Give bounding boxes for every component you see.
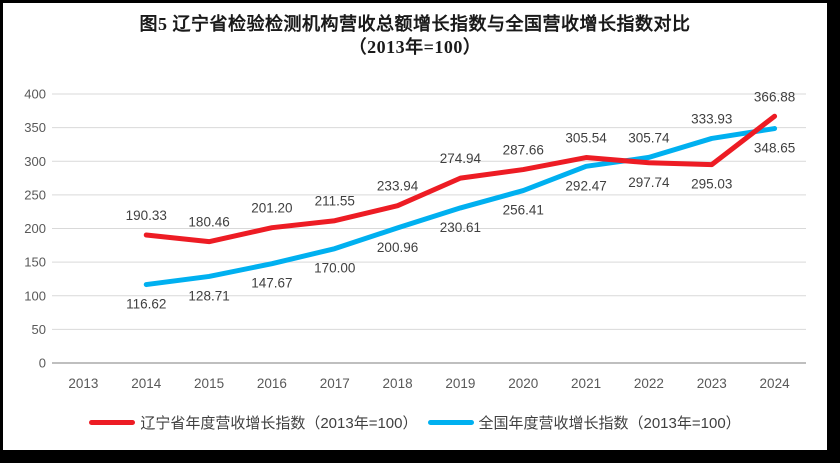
data-label-series-0: 211.55 — [315, 194, 355, 209]
data-label-series-0: 233.94 — [377, 179, 419, 194]
data-label-series-0: 295.03 — [691, 177, 732, 192]
y-axis-tick-label: 350 — [24, 120, 46, 135]
x-axis-tick-label: 2018 — [383, 376, 413, 391]
data-label-series-0: 305.54 — [565, 131, 607, 146]
data-label-series-0: 180.46 — [188, 215, 229, 230]
x-axis-tick-label: 2022 — [634, 376, 664, 391]
data-label-series-0: 201.20 — [251, 201, 292, 216]
legend-label-liaoning: 辽宁省年度营收增长指数（2013年=100） — [140, 415, 418, 432]
y-axis-tick-label: 50 — [32, 322, 46, 337]
chart-legend: 辽宁省年度营收增长指数（2013年=100） 全国年度营收增长指数（2013年=… — [3, 412, 827, 433]
y-axis-tick-label: 150 — [24, 255, 46, 270]
chart-title-line1: 图5 辽宁省检验检测机构营收总额增长指数与全国营收增长指数对比 — [139, 14, 691, 34]
x-axis-tick-label: 2024 — [760, 376, 791, 391]
data-label-series-0: 274.94 — [440, 151, 482, 166]
x-axis-tick-label: 2014 — [131, 376, 162, 391]
data-label-series-1: 128.71 — [188, 288, 229, 303]
x-axis-tick-label: 2013 — [68, 376, 98, 391]
data-label-series-0: 190.33 — [126, 208, 167, 223]
x-axis-tick-label: 2016 — [257, 376, 287, 391]
x-axis-tick-label: 2020 — [508, 376, 538, 391]
data-label-series-1: 147.67 — [251, 276, 292, 291]
legend-line-swatch-red — [89, 420, 136, 425]
data-label-series-1: 305.74 — [628, 130, 670, 145]
data-label-series-1: 230.61 — [440, 220, 481, 235]
y-axis-tick-label: 200 — [24, 221, 46, 236]
data-label-series-0: 366.88 — [754, 89, 795, 104]
x-axis-tick-label: 2017 — [320, 376, 350, 391]
x-axis-tick-label: 2015 — [194, 376, 224, 391]
data-label-series-1: 200.96 — [377, 240, 418, 255]
y-axis-tick-label: 0 — [39, 356, 46, 371]
y-axis-tick-label: 250 — [24, 187, 46, 202]
y-axis-tick-label: 100 — [24, 288, 46, 303]
data-label-series-1: 116.62 — [126, 297, 166, 312]
x-axis-tick-label: 2023 — [697, 376, 727, 391]
data-label-series-0: 297.74 — [628, 175, 670, 190]
legend-item-national: 全国年度营收增长指数（2013年=100） — [427, 412, 741, 433]
series-line-0 — [143, 113, 778, 245]
series-line-1 — [143, 126, 778, 288]
chart-title-line2: （2013年=100） — [348, 37, 482, 57]
data-label-series-1: 256.41 — [503, 203, 544, 218]
x-axis-tick-label: 2021 — [571, 376, 601, 391]
legend-label-national: 全国年度营收增长指数（2013年=100） — [478, 415, 741, 432]
y-axis-tick-label: 400 — [24, 87, 46, 102]
data-label-series-1: 170.00 — [314, 261, 355, 276]
data-label-series-1: 348.65 — [754, 141, 795, 156]
data-label-series-0: 287.66 — [503, 143, 544, 158]
data-label-series-1: 333.93 — [691, 111, 732, 126]
y-axis-tick-label: 300 — [24, 154, 46, 169]
legend-item-liaoning: 辽宁省年度营收增长指数（2013年=100） — [89, 412, 418, 433]
legend-line-swatch-blue — [427, 420, 474, 425]
data-label-series-1: 292.47 — [565, 178, 606, 193]
line-chart-plot-area: 0 50 100 150 200 250 300 350 400 2013 2014 2015 2016… — [24, 87, 806, 391]
chart-canvas: 图5 辽宁省检验检测机构营收总额增长指数与全国营收增长指数对比 （2013年=1… — [3, 3, 827, 450]
x-axis-tick-label: 2019 — [445, 376, 475, 391]
chart-title: 图5 辽宁省检验检测机构营收总额增长指数与全国营收增长指数对比 （2013年=1… — [3, 13, 827, 59]
